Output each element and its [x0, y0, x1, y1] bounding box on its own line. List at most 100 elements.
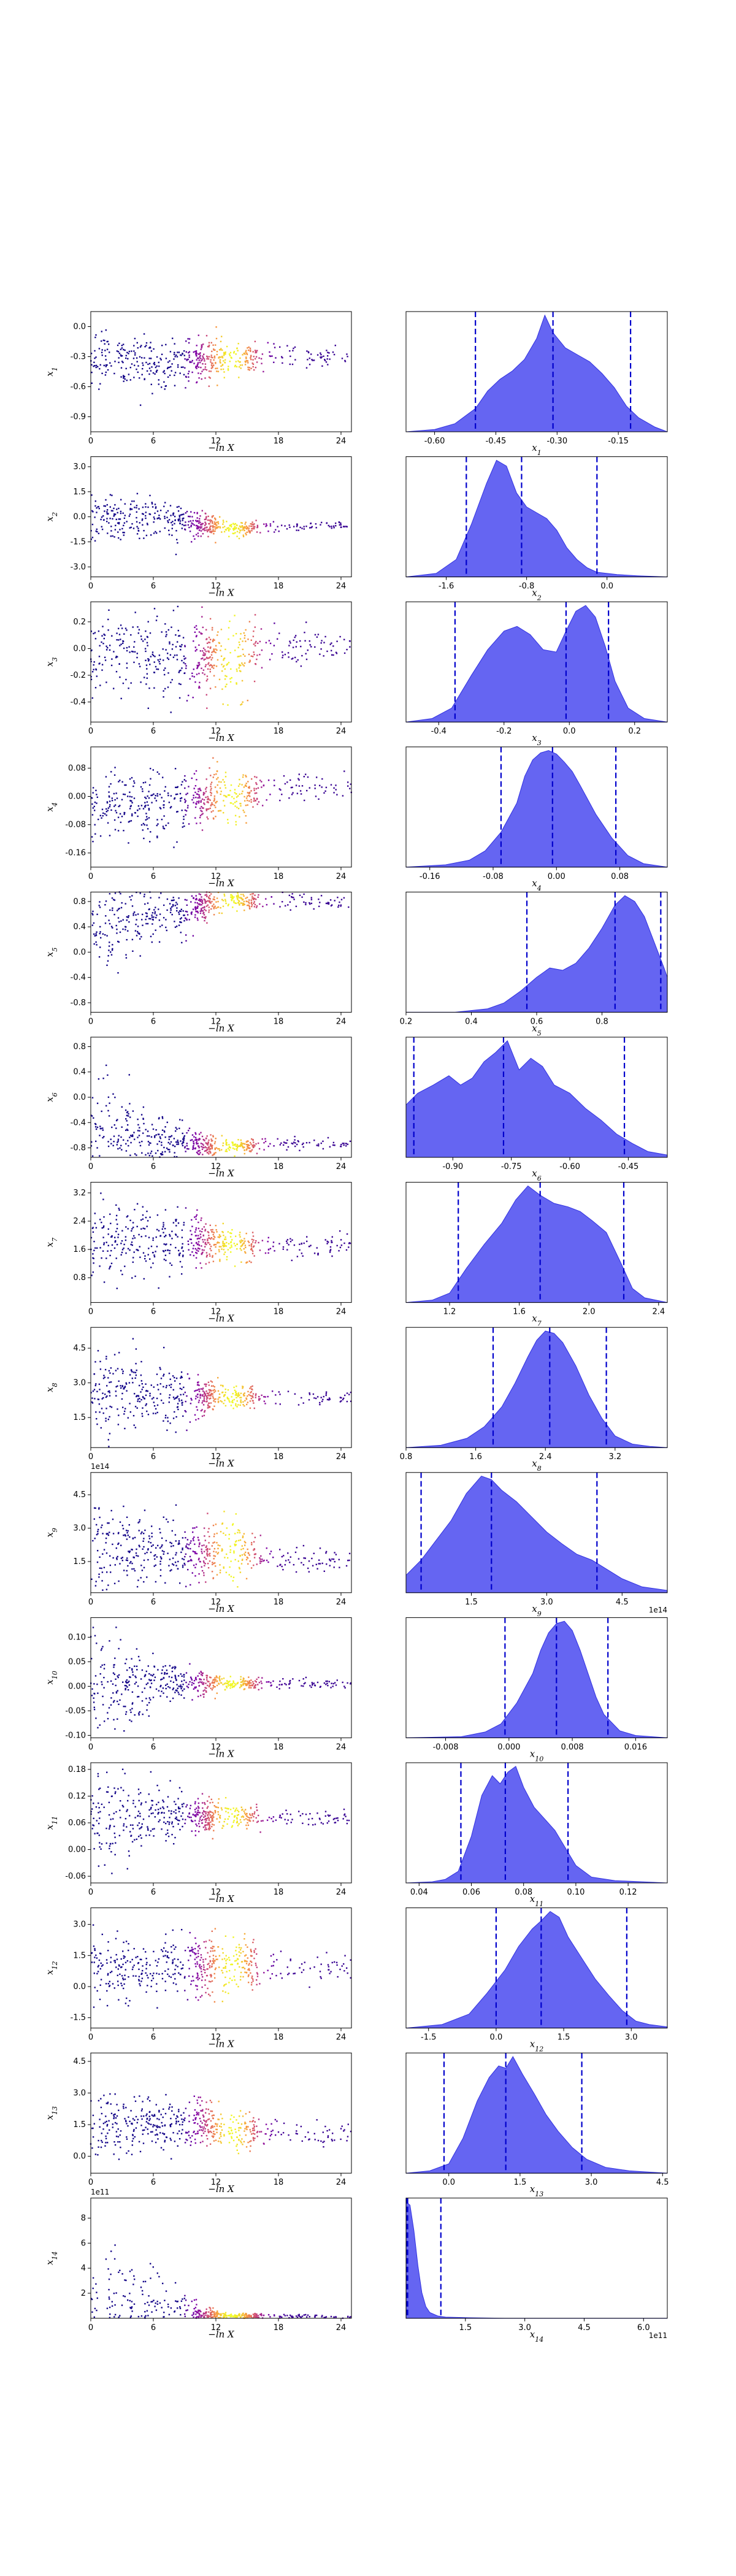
trace-point [144, 802, 146, 803]
trace-point [264, 1140, 267, 1143]
trace-point [176, 811, 178, 813]
trace-point [135, 924, 137, 926]
trace-point [262, 805, 264, 807]
trace-point [112, 1093, 114, 1095]
trace-point [133, 350, 135, 352]
y-tick-label: 1.6 [73, 1245, 86, 1254]
trace-point [151, 1532, 153, 1535]
trace-point [175, 1431, 177, 1433]
trace-point [301, 1685, 302, 1687]
trace-point [273, 903, 275, 905]
trace-point [329, 1560, 332, 1562]
trace-point [164, 1236, 166, 1238]
trace-point [180, 800, 182, 802]
trace-point [197, 357, 200, 359]
trace-point [102, 1250, 104, 1252]
trace-point [136, 1407, 138, 1409]
trace-point [219, 526, 221, 528]
trace-point [113, 507, 115, 510]
trace-point [244, 1244, 247, 1246]
trace-point [165, 926, 167, 929]
trace-point [150, 1245, 153, 1248]
trace-point [213, 639, 215, 641]
trace-point [216, 649, 218, 651]
trace-point [181, 644, 183, 646]
trace-point [113, 1582, 116, 1584]
trace-point [215, 686, 217, 688]
trace-point [213, 1389, 215, 1390]
trace-point [212, 344, 214, 346]
trace-point [183, 779, 185, 781]
trace-point [94, 1384, 96, 1387]
trace-point [252, 635, 255, 637]
trace-point [233, 1552, 235, 1554]
trace-point [253, 1687, 255, 1689]
trace-point [207, 1512, 209, 1514]
trace-point [224, 359, 226, 361]
trace-point [271, 653, 273, 655]
trace-point [96, 512, 98, 513]
trace-point [168, 534, 171, 535]
trace-point [178, 1253, 180, 1255]
trace-point [125, 1535, 126, 1537]
trace-point [222, 1232, 224, 1233]
trace-point [210, 1392, 212, 1395]
trace-point [224, 900, 227, 902]
trace-point [180, 921, 182, 924]
trace-point [193, 897, 194, 899]
trace-point [115, 1390, 117, 1392]
trace-point [204, 1557, 205, 1558]
trace-point [279, 346, 281, 348]
trace-point [256, 524, 259, 526]
trace-point [106, 504, 108, 506]
trace-point [342, 1143, 343, 1144]
trace-point [207, 668, 209, 670]
trace-point [236, 796, 238, 798]
y-tick-label: 0.0 [73, 513, 86, 522]
trace-point [215, 1152, 217, 1154]
trace-point [186, 1132, 188, 1134]
trace-point [185, 1151, 186, 1152]
trace-point [219, 1260, 221, 1262]
trace-point [208, 1237, 210, 1239]
trace-point [94, 1247, 96, 1249]
trace-point [113, 651, 115, 653]
trace-point [115, 810, 117, 811]
trace-point [197, 1221, 199, 1224]
trace-point [103, 1374, 105, 1376]
trace-point [210, 1393, 213, 1395]
trace-point [146, 673, 148, 675]
trace-point [220, 793, 221, 795]
trace-point [292, 1678, 294, 1680]
trace-point [329, 1565, 331, 1566]
trace-point [152, 769, 154, 771]
trace-point [125, 1109, 127, 1111]
trace-point [191, 359, 193, 362]
trace-point [194, 1137, 197, 1139]
trace-point [103, 364, 105, 367]
trace-point [252, 524, 254, 526]
trace-point [202, 1390, 204, 1392]
trace-point [237, 785, 240, 787]
trace-point [152, 933, 154, 935]
trace-point [152, 1239, 154, 1241]
trace-point [229, 1401, 231, 1403]
trace-point [117, 972, 119, 974]
trace-point [148, 918, 150, 919]
trace-point [252, 892, 255, 895]
trace-point [152, 919, 154, 921]
trace-point [255, 367, 257, 369]
trace-point [186, 899, 188, 901]
trace-point [117, 1141, 118, 1143]
trace-point [239, 783, 241, 785]
y-tick-label: 3.0 [73, 1379, 86, 1388]
trace-point [98, 1507, 100, 1509]
trace-point [101, 1221, 102, 1224]
trace-point [93, 1249, 95, 1251]
trace-point [224, 787, 227, 789]
trace-point [174, 523, 175, 524]
trace-point [207, 678, 209, 680]
x-tick-label: 24 [336, 1162, 347, 1171]
trace-point [213, 523, 215, 525]
trace-point [169, 1378, 171, 1380]
